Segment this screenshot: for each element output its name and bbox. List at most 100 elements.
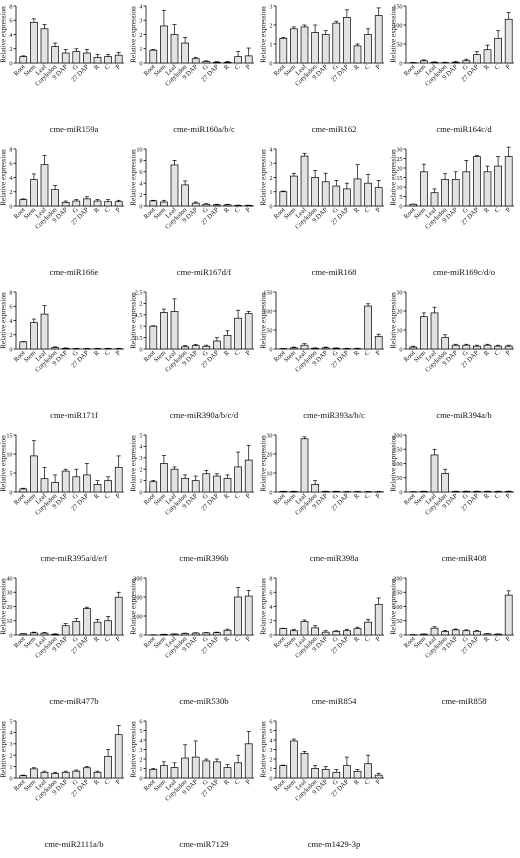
bar — [452, 345, 459, 349]
y-tick-label: 30 — [6, 590, 12, 597]
y-axis-label: Relative expression — [0, 435, 8, 492]
x-tick-label: R — [483, 635, 491, 643]
x-tick-label: C — [103, 206, 111, 214]
x-tick-label: P — [375, 206, 383, 214]
y-axis-label: Relative expression — [130, 6, 138, 63]
y-tick-label: 1 — [139, 324, 142, 331]
bar — [495, 634, 502, 635]
x-tick-label: C — [493, 635, 501, 643]
bar — [431, 313, 438, 349]
bar — [160, 313, 167, 349]
chart-svg: Relative expression0102030RootStemLeafCo… — [260, 429, 390, 553]
bar — [495, 166, 502, 206]
y-tick-label: 2 — [139, 32, 142, 39]
bar — [105, 756, 112, 778]
x-tick-label: R — [93, 63, 101, 71]
bar — [150, 50, 157, 63]
x-tick-label: P — [245, 492, 253, 500]
x-tick-label: R — [483, 492, 491, 500]
x-tick-label: P — [115, 778, 123, 786]
y-tick-label: 150 — [263, 289, 272, 296]
bar — [333, 631, 340, 635]
bar — [52, 348, 59, 349]
y-tick-label: 10 — [6, 451, 12, 458]
y-tick-label: 0 — [139, 203, 142, 210]
bar — [301, 27, 308, 63]
y-tick-label: 8 — [9, 289, 12, 296]
chart-title: cme-miR393a/b/c — [278, 410, 390, 420]
bar — [431, 193, 438, 206]
bar — [182, 758, 189, 778]
bar — [105, 57, 112, 63]
x-tick-label: C — [103, 349, 111, 357]
y-tick-label: 2 — [9, 332, 12, 339]
bar — [333, 23, 340, 63]
bar — [203, 474, 210, 492]
bar — [235, 57, 242, 63]
y-tick-label: 4 — [269, 604, 272, 611]
y-tick-label: 10 — [396, 327, 402, 334]
x-tick-label: R — [223, 63, 231, 71]
bar — [375, 775, 382, 778]
chart-title: cme-miR160a/b/c — [148, 124, 260, 134]
chart-svg: Relative expression051015RootStemLeafCot… — [0, 429, 130, 553]
y-tick-label: 0 — [399, 346, 402, 353]
chart-svg: Relative expression01234RootStemLeafCoty… — [130, 0, 260, 124]
x-tick-label: R — [483, 63, 491, 71]
bar — [322, 632, 329, 635]
y-tick-label: 150 — [393, 447, 402, 454]
y-tick-label: 2 — [269, 618, 272, 625]
y-tick-label: 2 — [139, 192, 142, 199]
y-tick-label: 2 — [269, 175, 272, 182]
bar — [192, 203, 199, 206]
bar — [431, 628, 438, 635]
x-tick-label: C — [103, 778, 111, 786]
y-tick-label: 3 — [139, 747, 142, 754]
chart-svg: Relative expression0100200300RootStemLea… — [130, 572, 260, 696]
chart-svg: Relative expression02468RootStemLeafCoty… — [0, 143, 130, 267]
y-tick-label: 150 — [393, 3, 402, 10]
x-tick-label: C — [363, 206, 371, 214]
y-tick-label: 4 — [269, 737, 272, 744]
y-tick-label: 30 — [396, 146, 402, 153]
bar — [105, 202, 112, 206]
bar — [20, 489, 27, 492]
chart-title: cme-miR530b — [148, 696, 260, 706]
chart-svg: Relative expression012345RootStemLeafCot… — [130, 429, 260, 553]
bar — [115, 597, 122, 635]
bar — [52, 47, 59, 63]
y-axis-label: Relative expression — [260, 149, 268, 206]
y-tick-label: 6 — [139, 169, 142, 176]
bar — [30, 22, 37, 63]
bar — [160, 766, 167, 778]
bar — [333, 348, 340, 349]
bar — [224, 62, 231, 63]
bar — [160, 26, 167, 63]
x-tick-label: P — [505, 349, 513, 357]
y-tick-label: 0 — [399, 632, 402, 639]
bar — [224, 205, 231, 206]
y-tick-label: 0 — [399, 203, 402, 210]
bar — [30, 633, 37, 635]
bar — [495, 491, 502, 492]
x-tick-label: R — [353, 492, 361, 500]
bar — [375, 16, 382, 64]
chart-svg: Relative expression050100150RootStemLeaf… — [260, 286, 390, 410]
bar — [115, 467, 122, 492]
chart-svg: Relative expression010203040RootStemLeaf… — [0, 572, 130, 696]
y-tick-label: 4 — [9, 32, 12, 39]
x-tick-label: P — [505, 63, 513, 71]
chart-title: cme-miR2111a/b — [18, 839, 130, 849]
x-tick-label: R — [483, 349, 491, 357]
bar — [343, 17, 350, 63]
bar — [83, 768, 90, 778]
chart-title: cme-miR398a — [278, 553, 390, 563]
bar — [245, 596, 252, 635]
y-tick-label: 0 — [9, 346, 12, 353]
y-tick-label: 200 — [393, 432, 402, 439]
